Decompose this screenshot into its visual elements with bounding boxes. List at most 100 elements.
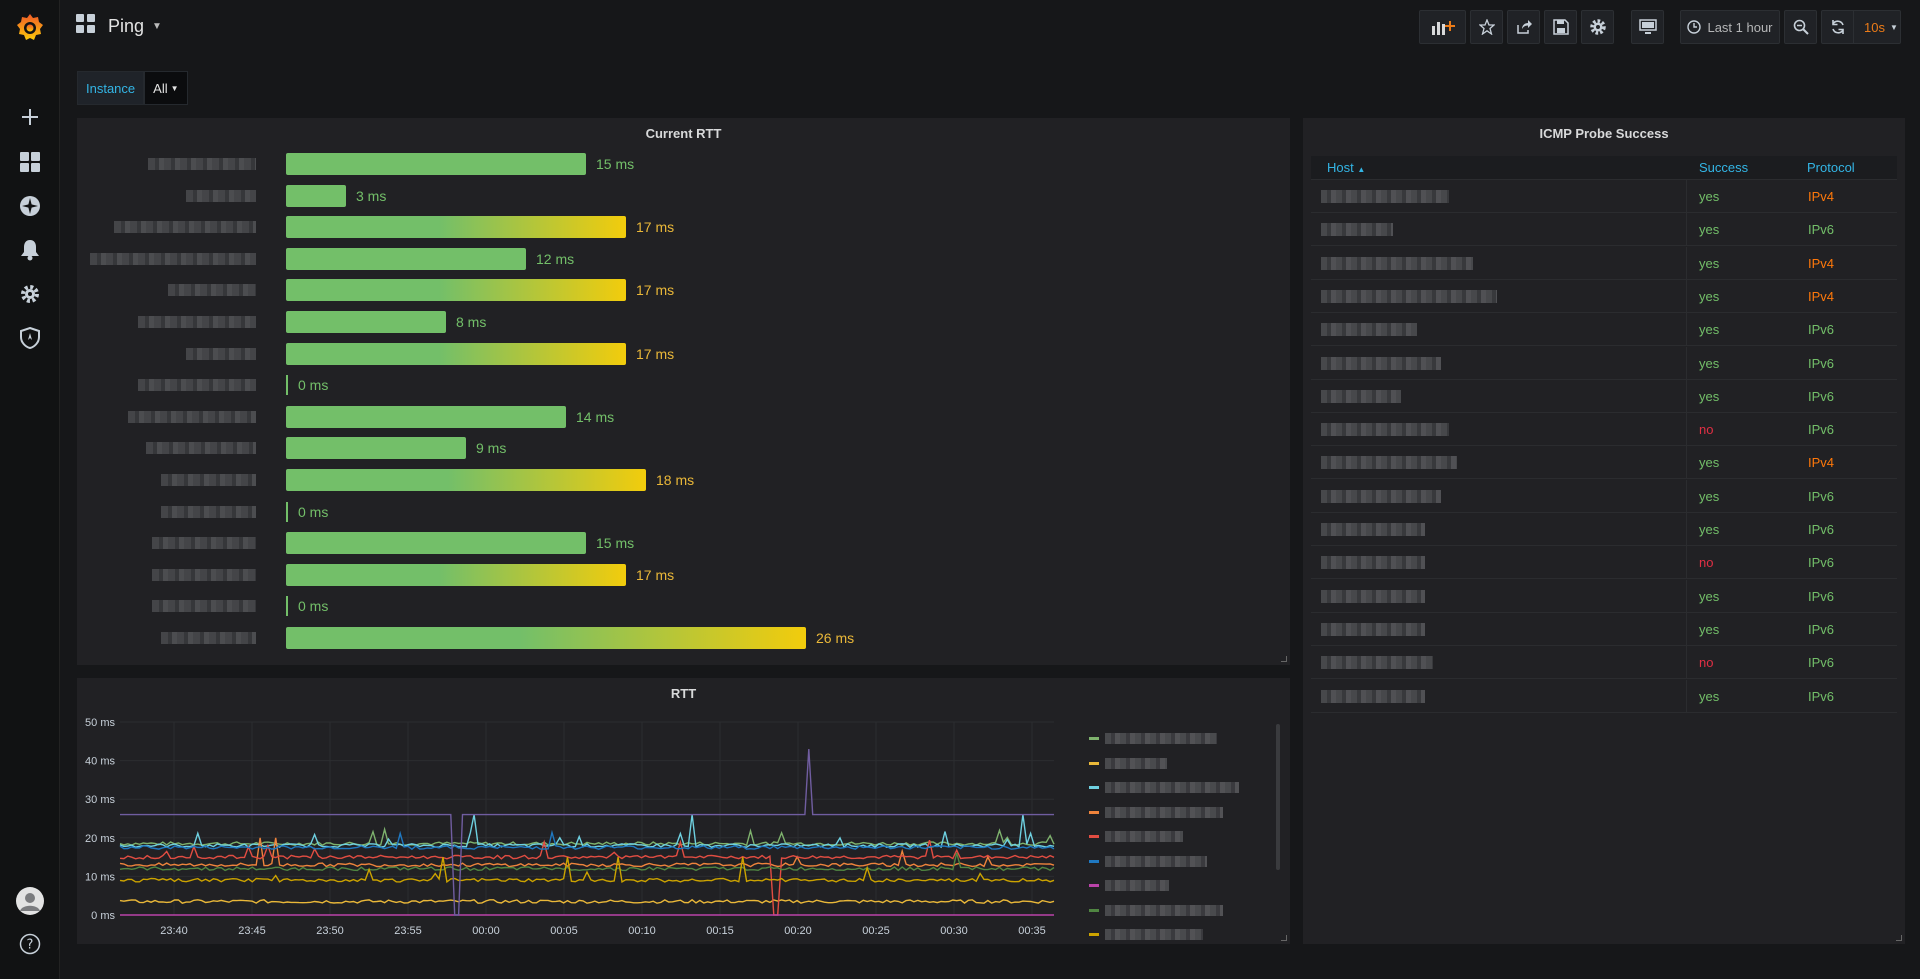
table-row[interactable]: no IPv6 [1311, 413, 1897, 447]
table-row[interactable]: yes IPv6 [1311, 346, 1897, 380]
legend-scrollbar[interactable] [1276, 724, 1280, 870]
help-question-icon[interactable]: ? [0, 926, 60, 962]
legend-item[interactable] [1079, 728, 1279, 748]
instance-variable-select[interactable]: All ▼ [144, 71, 188, 105]
legend-color-swatch[interactable] [1089, 933, 1099, 936]
legend-item[interactable] [1079, 777, 1279, 797]
success-cell: yes [1699, 255, 1720, 271]
time-range-picker[interactable]: Last 1 hour [1680, 10, 1780, 44]
bar-gauge-host-label [148, 158, 256, 170]
share-dashboard-button[interactable] [1507, 10, 1540, 44]
legend-item[interactable] [1079, 924, 1279, 944]
legend-color-swatch[interactable] [1089, 859, 1099, 863]
bar-gauge-host-label [186, 189, 256, 202]
table-row[interactable]: yes IPv6 [1311, 479, 1897, 513]
grafana-logo-icon[interactable] [0, 8, 60, 48]
refresh-picker[interactable]: 10s ▼ [1821, 10, 1901, 44]
panel-resize-handle[interactable] [1281, 656, 1287, 662]
table-row[interactable]: yes IPv6 [1311, 679, 1897, 713]
bar-gauge-row: 8 ms [77, 311, 1287, 333]
bar-gauge-value: 17 ms [636, 345, 675, 362]
table-row[interactable]: yes IPv4 [1311, 446, 1897, 480]
save-dashboard-button[interactable] [1544, 10, 1577, 44]
table-row[interactable]: yes IPv4 [1311, 279, 1897, 313]
table-row[interactable]: no IPv6 [1311, 546, 1897, 580]
alerting-bell-icon[interactable] [0, 232, 60, 268]
bar-gauge-row: 0 ms [77, 501, 1287, 523]
bar-gauge-row: 17 ms [77, 342, 1287, 365]
icmp-probe-success-panel: ICMP Probe Success Host ▲ Success Protoc… [1303, 118, 1905, 944]
table-row[interactable]: yes IPv6 [1311, 612, 1897, 646]
explore-compass-icon[interactable] [0, 188, 60, 224]
series-line [119, 826, 1055, 847]
star-dashboard-button[interactable] [1470, 10, 1503, 44]
panel-title[interactable]: ICMP Probe Success [1539, 126, 1669, 141]
bar-gauge-row: 18 ms [77, 469, 1287, 491]
series-line [120, 748, 1054, 916]
table-row[interactable]: yes IPv4 [1311, 180, 1897, 213]
legend-color-swatch[interactable] [1089, 810, 1099, 814]
host-cell [1321, 589, 1425, 603]
bar-gauge-value: 0 ms [298, 598, 329, 615]
column-header-host[interactable]: Host ▲ [1327, 160, 1365, 175]
clock-icon [1687, 20, 1702, 34]
configuration-gear-icon[interactable] [0, 276, 60, 312]
bar-gauge-bar [286, 532, 586, 555]
dashboard-title-picker[interactable]: Ping ▼ [76, 14, 162, 39]
legend-color-swatch[interactable] [1089, 908, 1099, 912]
column-separator [1686, 346, 1687, 380]
create-plus-icon[interactable] [0, 99, 60, 135]
bar-gauge-bar [286, 501, 288, 522]
legend-item[interactable] [1079, 753, 1279, 773]
add-panel-button[interactable] [1419, 10, 1466, 44]
chevron-down-icon: ▼ [152, 21, 162, 32]
refresh-icon[interactable] [1822, 11, 1854, 43]
panel-title[interactable]: RTT [670, 686, 697, 701]
column-separator [1686, 546, 1687, 580]
table-row[interactable]: yes IPv6 [1311, 579, 1897, 613]
column-header-protocol[interactable]: Protocol [1807, 160, 1855, 175]
series-line [119, 837, 1055, 868]
legend-item[interactable] [1079, 826, 1279, 846]
bar-gauge-value: 0 ms [298, 377, 329, 394]
legend-item[interactable] [1079, 802, 1279, 822]
bar-gauge-row: 12 ms [77, 247, 1287, 270]
legend-color-swatch[interactable] [1089, 786, 1099, 789]
x-tick-label: 00:05 [550, 925, 578, 937]
bar-gauge-bar [286, 437, 466, 460]
table-row[interactable]: yes IPv6 [1311, 379, 1897, 413]
bar-gauge-bar [286, 153, 586, 175]
legend-item[interactable] [1079, 900, 1279, 920]
legend-item[interactable] [1079, 875, 1279, 895]
legend-color-swatch[interactable] [1089, 761, 1099, 765]
instance-variable-label: Instance [77, 71, 145, 105]
table-row[interactable]: yes IPv6 [1311, 513, 1897, 546]
table-row[interactable]: yes IPv6 [1311, 313, 1897, 347]
bar-gauge-bar [286, 216, 626, 239]
legend-item[interactable] [1079, 851, 1279, 871]
legend-color-swatch[interactable] [1089, 737, 1099, 740]
table-row[interactable]: no IPv6 [1311, 646, 1897, 680]
table-row[interactable]: yes IPv4 [1311, 246, 1897, 280]
table-row[interactable]: yes IPv6 [1311, 213, 1897, 247]
column-header-success[interactable]: Success [1699, 160, 1749, 175]
panel-resize-handle[interactable] [1896, 935, 1902, 941]
dashboards-icon[interactable] [0, 144, 60, 180]
bar-gauge-value: 12 ms [536, 250, 575, 267]
success-cell: yes [1699, 189, 1720, 204]
instance-variable-value: All [153, 80, 168, 96]
legend-color-swatch[interactable] [1089, 835, 1099, 838]
panel-title[interactable]: Current RTT [645, 126, 722, 141]
success-cell: no [1699, 555, 1714, 571]
legend-color-swatch[interactable] [1089, 884, 1099, 887]
series-line [119, 814, 1055, 849]
user-avatar[interactable] [0, 882, 60, 920]
x-tick-label: 00:10 [628, 925, 656, 937]
cycle-view-mode-button[interactable] [1631, 10, 1664, 44]
rtt-line-chart[interactable]: 0 ms 10 ms 20 ms 30 ms 40 ms 50 ms 23:40 23:45 2… [77, 678, 1290, 944]
dashboard-settings-button[interactable] [1581, 10, 1614, 44]
protocol-cell: IPv6 [1808, 388, 1835, 404]
zoom-out-button[interactable] [1784, 10, 1817, 44]
server-admin-shield-icon[interactable] [0, 320, 60, 356]
panel-resize-handle[interactable] [1281, 935, 1287, 941]
